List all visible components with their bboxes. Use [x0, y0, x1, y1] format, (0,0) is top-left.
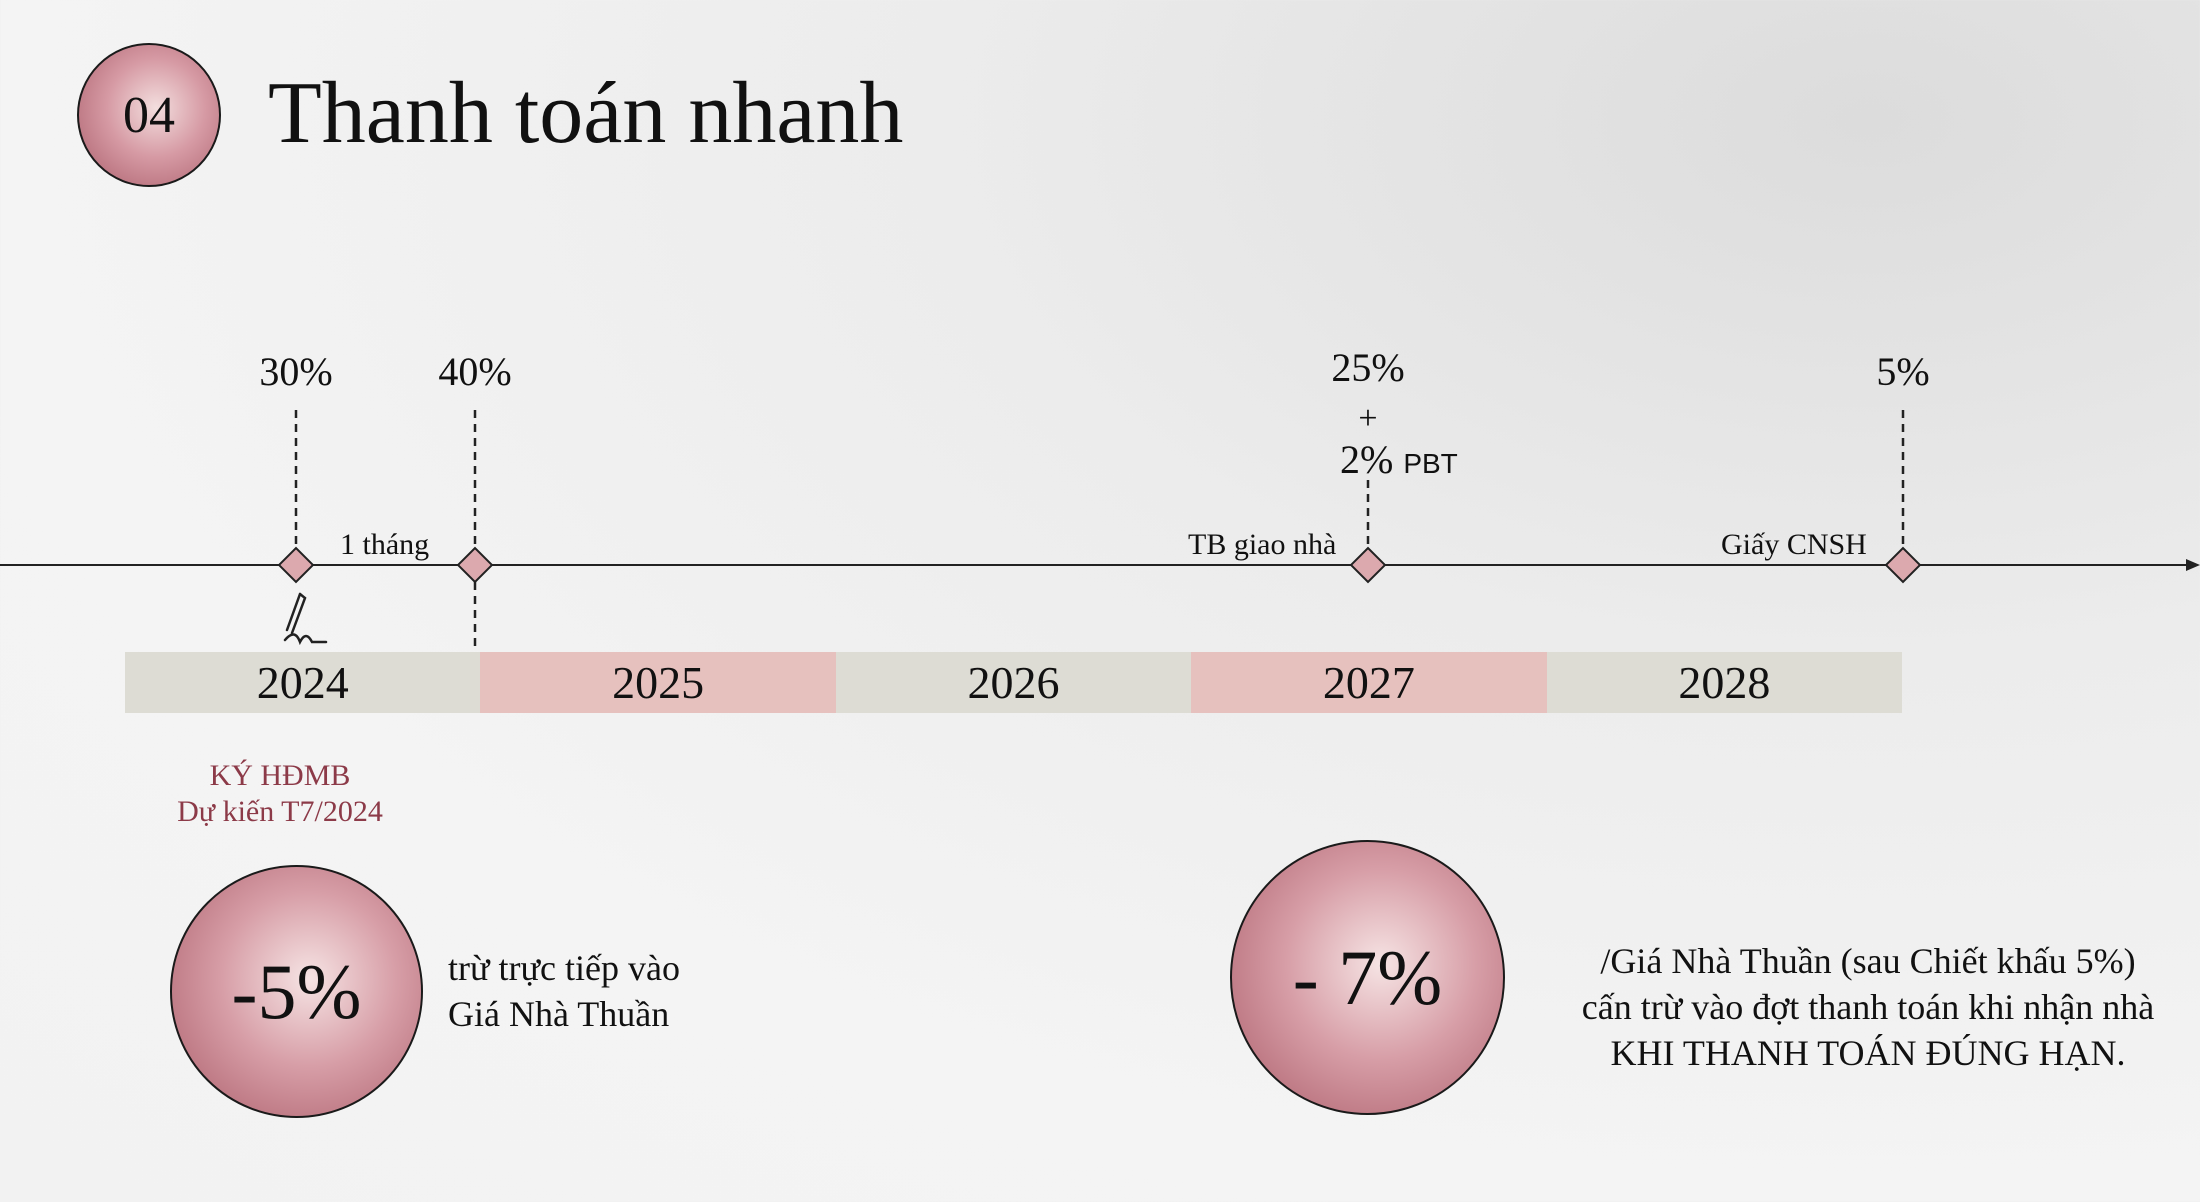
discount-note-line: /Giá Nhà Thuần (sau Chiết khấu 5%) [1600, 941, 2136, 981]
milestone-diamond-25 [1349, 546, 1387, 584]
discount-value-7: - 7% [1292, 933, 1443, 1021]
discount-note-line: cấn trừ vào đợt thanh toán khi nhận nhà [1581, 987, 2155, 1027]
discount-note-5: trừ trực tiếp vào Giá Nhà Thuần [448, 945, 680, 1037]
timeline-arrowhead [2186, 559, 2200, 571]
signing-note: KÝ HĐMB Dự kiến T7/2024 [0, 758, 560, 830]
discount-circle-7: - 7% [1230, 840, 1505, 1115]
discount-note-7: /Giá Nhà Thuần (sau Chiết khấu 5%) cấn t… [1528, 938, 2200, 1076]
signing-note-title: KÝ HĐMB [209, 759, 351, 792]
discount-note-line: trừ trực tiếp vào [448, 948, 680, 988]
signature-pen-icon [283, 592, 328, 646]
year-segment-2024: 2024 [125, 652, 481, 713]
discount-value-5: -5% [231, 947, 362, 1035]
milestone-percent-30: 30% [259, 349, 333, 394]
milestone-diamond-5 [1884, 546, 1922, 584]
signing-note-date: Dự kiến T7/2024 [177, 795, 383, 828]
milestone-diamond-40 [456, 546, 494, 584]
milestone-extra-value: 2% [1340, 437, 1394, 482]
discount-circle-5: -5% [170, 865, 423, 1118]
milestone-label-1-thang: 1 tháng [340, 528, 430, 561]
milestone-plus-sign: + [1358, 400, 1378, 437]
year-segment-2027: 2027 [1191, 652, 1547, 713]
milestone-label-giay-cnsh: Giấy CNSH [1721, 528, 1867, 561]
section-number-badge: 04 [77, 43, 221, 187]
year-segment-2028: 2028 [1546, 652, 1903, 713]
milestone-percent-40: 40% [438, 349, 512, 394]
milestone-extra-percent: 2% PBT [1340, 436, 1458, 483]
page-title: Thanh toán nhanh [268, 65, 904, 162]
year-segment-2026: 2026 [835, 652, 1192, 713]
milestone-extra-suffix: PBT [1403, 448, 1458, 479]
discount-note-line: KHI THANH TOÁN ĐÚNG HẠN. [1610, 1033, 2126, 1073]
milestone-diamond-30 [277, 546, 315, 584]
year-bar: 2024 2025 2026 2027 2028 [125, 652, 1903, 713]
year-segment-2025: 2025 [480, 652, 836, 713]
section-number: 04 [123, 86, 175, 144]
milestone-label-tb-giao-nha: TB giao nhà [1188, 528, 1337, 561]
discount-note-line: Giá Nhà Thuần [448, 994, 670, 1034]
milestone-percent-25: 25% [1331, 345, 1405, 390]
milestone-percent-5: 5% [1876, 349, 1930, 394]
